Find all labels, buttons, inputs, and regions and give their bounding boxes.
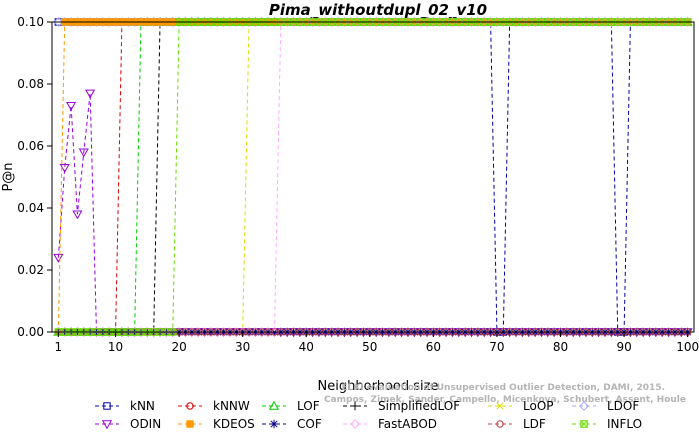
plot-area [53,16,693,338]
legend-label: kNNW [213,399,250,413]
y-axis-label: P@n [1,162,16,191]
series-simplifiedlof [54,17,692,337]
legend-marker [580,420,588,428]
x-tick-label: 40 [299,340,314,354]
legend-item-simplifiedlof: SimplifiedLOF [343,399,460,413]
watermark-line-2: Campos, Zimek, Sander, Campello, Micenko… [324,395,686,405]
series-line-knn [58,21,688,333]
series-kdeos [54,18,692,336]
legend-marker [269,419,279,429]
legend-marker [350,401,360,411]
series-line-odin [57,93,688,333]
data-point [72,210,83,220]
legend-item-ldf: LDF [488,417,546,431]
series-lof [53,16,693,336]
legend-item-odin: ODIN [95,417,161,431]
data-point [78,148,89,158]
legend-label: LOF [297,399,320,413]
x-tick-label: 20 [171,340,186,354]
x-tick-label: 70 [489,340,504,354]
legend-item-kdeos: KDEOS [178,417,255,431]
series-line-kdeos [57,21,688,333]
legend-item-lof: LOF [262,399,320,413]
legend-marker [268,400,280,410]
legend-marker [101,420,113,430]
x-tick-label: 80 [553,340,568,354]
legend-item-knnw: kNNW [178,399,250,413]
legend-label: FastABOD [378,417,437,431]
legend-label: kNN [130,399,155,413]
series-line-knnw [58,21,688,333]
x-tick-label: 50 [362,340,377,354]
legend-label: COF [297,417,322,431]
legend-item-fastabod: FastABOD [343,417,437,431]
legend-marker [350,419,360,429]
data-point [59,164,70,173]
x-tick-label: 30 [235,340,250,354]
data-point [53,253,64,263]
data-point [66,102,77,111]
legend-marker [186,402,194,410]
legend-label: INFLO [607,417,642,431]
series-line-simplifiedlof [58,21,688,333]
legend-label: LDF [523,417,546,431]
x-tick-label: 100 [676,340,699,354]
x-axis: 1 10 20 30 40 50 60 70 80 90 100 [55,332,699,354]
series-odin [53,89,693,338]
legend-label: ODIN [130,417,161,431]
legend-item-cof: COF [262,417,322,431]
chart-title: Pima_withoutdupl_02_v10 [269,1,487,19]
legend-item-inflo: INFLO [572,417,642,431]
series-line-loop [58,21,688,333]
y-tick-label: 0.06 [17,139,44,153]
series-line-inflo [58,21,688,333]
x-tick-label: 10 [108,340,123,354]
series-inflo [54,18,692,336]
x-tick-label: 1 [55,340,63,354]
series-line-fastabod [58,21,688,333]
legend-label: LoOP [523,399,554,413]
y-tick-label: 0.00 [17,325,44,339]
x-tick-label: 60 [426,340,441,354]
y-tick-label: 0.10 [17,15,44,29]
y-tick-label: 0.04 [17,201,44,215]
x-tick-label: 90 [616,340,631,354]
y-axis: 0.00 0.02 0.04 0.06 0.08 0.10 [17,15,52,339]
legend-item-loop: LoOP [488,399,554,413]
series-loop [54,18,692,336]
legend-item-knn: kNN [95,399,155,413]
series-fastabod [53,17,693,337]
y-tick-label: 0.02 [17,263,44,277]
legend-marker [579,401,589,411]
legend-marker [103,402,111,410]
legend-marker [496,420,504,428]
legend-label: KDEOS [213,417,255,431]
series-line-lof [58,21,688,333]
legend-item-ldof: LDOF [572,399,639,413]
legend-marker [186,420,194,428]
legend: kNN kNNW LOF SimplifiedLOF LoOP LDOF ODIN KDEOS… [95,399,642,431]
legend-label: LDOF [607,399,639,413]
y-tick-label: 0.08 [17,77,44,91]
x-axis-label: Neighborhood size [318,379,439,394]
data-point [85,89,96,99]
legend-marker [496,402,504,410]
watermark-line-1: ELKI evaluation of Unsupervised Outlier … [341,383,665,393]
legend-label: SimplifiedLOF [378,399,460,413]
series-knnw [54,18,692,336]
plot-frame [51,21,695,333]
series-knn [54,18,692,336]
